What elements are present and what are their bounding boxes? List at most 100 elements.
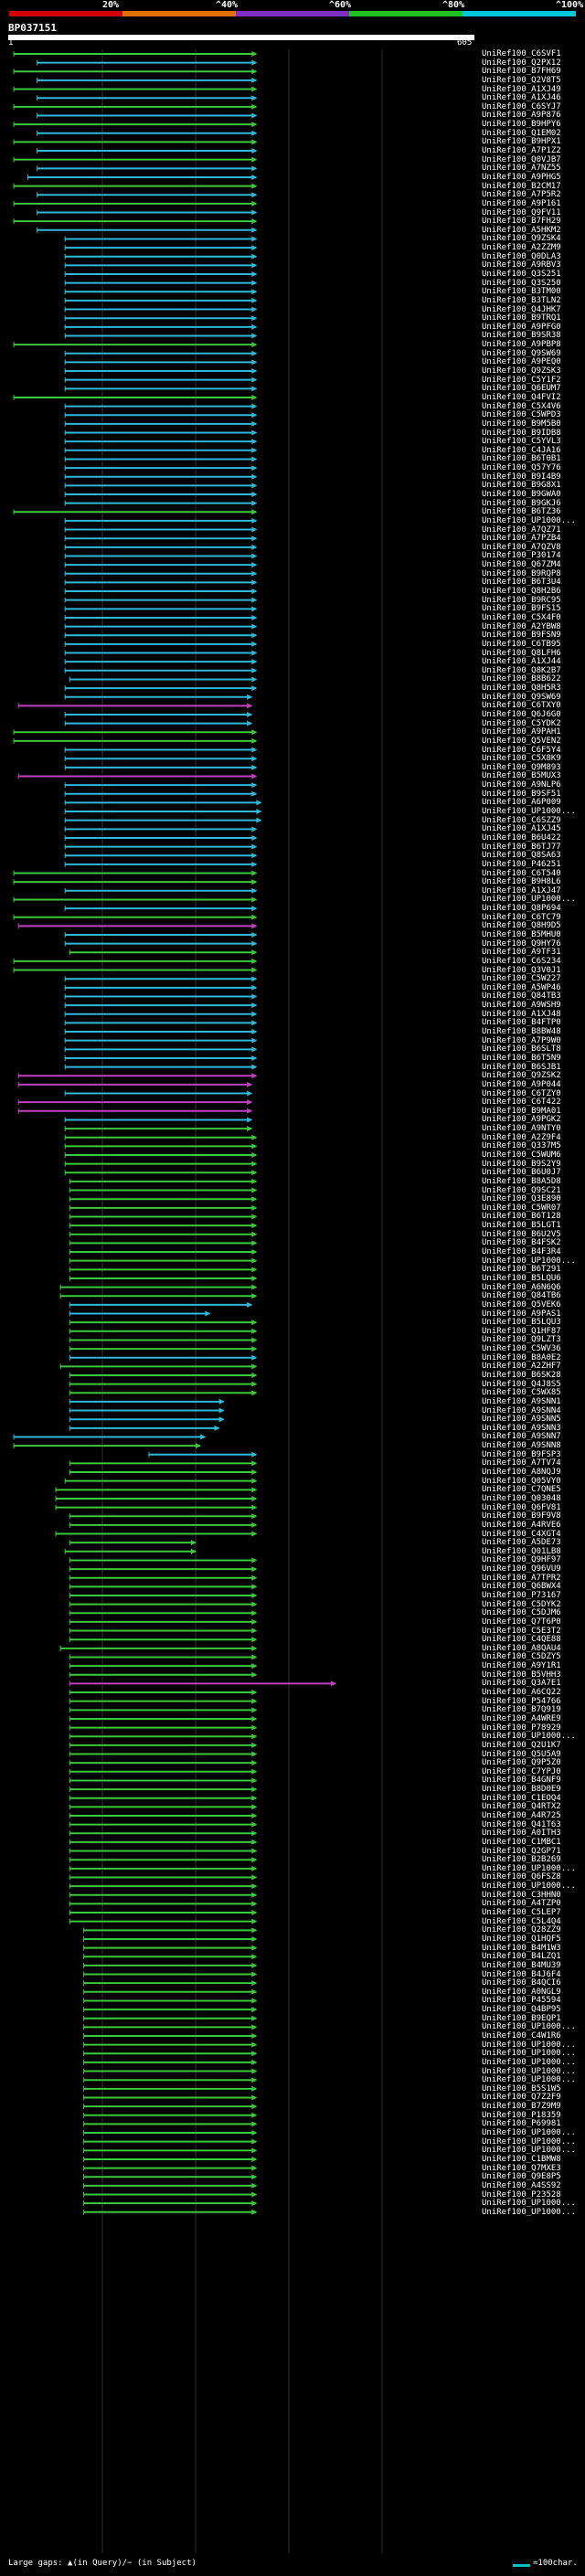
hit-label[interactable]: UniRef100_UP1000... (482, 2040, 576, 2050)
hit-label[interactable]: UniRef100_A4TZP0 (482, 1899, 561, 1909)
hit-label[interactable]: UniRef100_C3HHN0 (482, 1890, 561, 1900)
hit-label[interactable]: UniRef100_B9S2Y9 (482, 1159, 561, 1169)
hit-label[interactable]: UniRef100_B4FSK2 (482, 1238, 561, 1248)
hit-label[interactable]: UniRef100_Q2PX12 (482, 58, 561, 68)
hit-label[interactable]: UniRef100_P46251 (482, 859, 561, 869)
hit-label[interactable]: UniRef100_A9NTY0 (482, 1124, 561, 1134)
hit-label[interactable]: UniRef100_B6U2V5 (482, 1229, 561, 1239)
hit-label[interactable]: UniRef100_P69981 (482, 2119, 561, 2129)
hit-label[interactable]: UniRef100_P18359 (482, 2110, 561, 2120)
hit-label[interactable]: UniRef100_B5MHU0 (482, 930, 561, 939)
hit-label[interactable]: UniRef100_Q9HY76 (482, 938, 561, 949)
hit-label[interactable]: UniRef100_B9TRQ1 (482, 313, 561, 323)
hit-label[interactable]: UniRef100_Q01LB8 (482, 1546, 561, 1556)
hit-label[interactable]: UniRef100_Q0DLA3 (482, 251, 561, 261)
hit-label[interactable]: UniRef100_Q1HQF5 (482, 1934, 561, 1944)
hit-label[interactable]: UniRef100_Q6FV81 (482, 1502, 561, 1512)
hit-label[interactable]: UniRef100_C5YDK2 (482, 718, 561, 728)
hit-label[interactable]: UniRef100_Q4RTX2 (482, 1802, 561, 1812)
hit-label[interactable]: UniRef100_Q8H2B6 (482, 587, 561, 597)
hit-label[interactable]: UniRef100_C5DZY5 (482, 1652, 561, 1662)
hit-label[interactable]: UniRef100_Q8SA63 (482, 851, 561, 861)
hit-label[interactable]: UniRef100_Q9SW69 (482, 692, 561, 702)
hit-label[interactable]: UniRef100_C5W227 (482, 974, 561, 984)
hit-label[interactable]: UniRef100_C5X4F0 (482, 612, 561, 622)
hit-label[interactable]: UniRef100_C6T540 (482, 868, 561, 878)
hit-label[interactable]: UniRef100_B9FSN9 (482, 631, 561, 641)
hit-label[interactable]: UniRef100_B8B622 (482, 674, 561, 684)
hit-label[interactable]: UniRef100_C6SVF1 (482, 49, 561, 58)
hit-label[interactable]: UniRef100_B9GKJ6 (482, 498, 561, 508)
hit-label[interactable]: UniRef100_A9SNN3 (482, 1423, 561, 1433)
hit-label[interactable]: UniRef100_Q4FVI2 (482, 392, 561, 402)
hit-label[interactable]: UniRef100_A0ITH3 (482, 1829, 561, 1839)
hit-label[interactable]: UniRef100_A5HKM2 (482, 225, 561, 235)
hit-label[interactable]: UniRef100_A7QZ71 (482, 525, 561, 535)
hit-label[interactable]: UniRef100_A2ZHF7 (482, 1362, 561, 1372)
hit-label[interactable]: UniRef100_UP1000... (482, 1256, 576, 1266)
hit-label[interactable]: UniRef100_A4R725 (482, 1811, 561, 1820)
hit-label[interactable]: UniRef100_A8QAU4 (482, 1643, 561, 1653)
hit-label[interactable]: UniRef100_Q3S250 (482, 278, 561, 288)
hit-label[interactable]: UniRef100_A9WSH9 (482, 1001, 561, 1011)
hit-label[interactable]: UniRef100_Q7T6P0 (482, 1617, 561, 1627)
hit-label[interactable]: UniRef100_B5LQU3 (482, 1318, 561, 1328)
hit-label[interactable]: UniRef100_C4JA16 (482, 445, 561, 455)
hit-label[interactable]: UniRef100_A9SNN4 (482, 1405, 561, 1415)
hit-label[interactable]: UniRef100_A9PGK2 (482, 1115, 561, 1125)
hit-label[interactable]: UniRef100_C6SZZ9 (482, 815, 561, 825)
hit-label[interactable]: UniRef100_Q8H9D5 (482, 921, 561, 931)
hit-label[interactable]: UniRef100_Q84TB6 (482, 1291, 561, 1301)
hit-label[interactable]: UniRef100_Q5VEK6 (482, 1299, 561, 1309)
hit-label[interactable]: UniRef100_B2B269 (482, 1855, 561, 1865)
hit-label[interactable]: UniRef100_C5E3T2 (482, 1626, 561, 1636)
hit-label[interactable]: UniRef100_A8NQJ9 (482, 1468, 561, 1478)
hit-label[interactable]: UniRef100_UP1000... (482, 2075, 576, 2085)
hit-label[interactable]: UniRef100_A9SNN1 (482, 1396, 561, 1406)
hit-label[interactable]: UniRef100_B5LGT1 (482, 1221, 561, 1231)
hit-label[interactable]: UniRef100_Q8K2B7 (482, 665, 561, 675)
hit-label[interactable]: UniRef100_B6T3U4 (482, 578, 561, 588)
hit-label[interactable]: UniRef100_C6TXY0 (482, 701, 561, 711)
hit-label[interactable]: UniRef100_Q3V0J1 (482, 965, 561, 975)
hit-label[interactable]: UniRef100_B8BW48 (482, 1027, 561, 1037)
hit-label[interactable]: UniRef100_Q9HF97 (482, 1555, 561, 1565)
hit-label[interactable]: UniRef100_Q9ZSK3 (482, 366, 561, 376)
hit-label[interactable]: UniRef100_UP1000... (482, 2057, 576, 2067)
hit-label[interactable]: UniRef100_B4QCI6 (482, 1978, 561, 1988)
hit-label[interactable]: UniRef100_A9SNN5 (482, 1415, 561, 1425)
hit-label[interactable]: UniRef100_A9RBV3 (482, 260, 561, 270)
hit-label[interactable]: UniRef100_C7QNE5 (482, 1485, 561, 1495)
hit-label[interactable]: UniRef100_C6TZY0 (482, 1088, 561, 1098)
hit-label[interactable]: UniRef100_B9IDB8 (482, 428, 561, 438)
hit-label[interactable]: UniRef100_A9P044 (482, 1079, 561, 1089)
hit-label[interactable]: UniRef100_Q8H5R3 (482, 684, 561, 694)
hit-label[interactable]: UniRef100_B6T5N9 (482, 1053, 561, 1063)
hit-label[interactable]: UniRef100_B7Q919 (482, 1705, 561, 1715)
hit-label[interactable]: UniRef100_C4W1R6 (482, 2031, 561, 2041)
hit-label[interactable]: UniRef100_C6T422 (482, 1097, 561, 1108)
hit-label[interactable]: UniRef100_B9MA01 (482, 1106, 561, 1116)
hit-label[interactable]: UniRef100_A9PBP8 (482, 340, 561, 350)
hit-label[interactable]: UniRef100_B4GNF9 (482, 1776, 561, 1786)
hit-label[interactable]: UniRef100_B4J6F4 (482, 1969, 561, 1979)
hit-label[interactable]: UniRef100_B9I4B9 (482, 472, 561, 482)
hit-label[interactable]: UniRef100_B6TJ77 (482, 842, 561, 852)
hit-label[interactable]: UniRef100_Q6FSZ8 (482, 1872, 561, 1882)
hit-label[interactable]: UniRef100_C5X8K9 (482, 754, 561, 764)
hit-label[interactable]: UniRef100_C7YPJ0 (482, 1766, 561, 1776)
hit-label[interactable]: UniRef100_Q41T63 (482, 1819, 561, 1829)
hit-label[interactable]: UniRef100_A9Y1R1 (482, 1661, 561, 1671)
hit-label[interactable]: UniRef100_P45594 (482, 1996, 561, 2006)
hit-label[interactable]: UniRef100_B9SF51 (482, 789, 561, 799)
hit-label[interactable]: UniRef100_B9M5B0 (482, 419, 561, 429)
hit-label[interactable]: UniRef100_B9FSP3 (482, 1449, 561, 1459)
hit-label[interactable]: UniRef100_Q9ZSK2 (482, 1071, 561, 1081)
hit-label[interactable]: UniRef100_B6T291 (482, 1265, 561, 1275)
hit-label[interactable]: UniRef100_Q7Z2F9 (482, 2093, 561, 2103)
hit-label[interactable]: UniRef100_A1XJ44 (482, 657, 561, 667)
hit-label[interactable]: UniRef100_Q4JHK7 (482, 304, 561, 314)
hit-label[interactable]: UniRef100_P54766 (482, 1696, 561, 1706)
hit-label[interactable]: UniRef100_A9PFG0 (482, 322, 561, 332)
hit-label[interactable]: UniRef100_B2CM17 (482, 181, 561, 191)
